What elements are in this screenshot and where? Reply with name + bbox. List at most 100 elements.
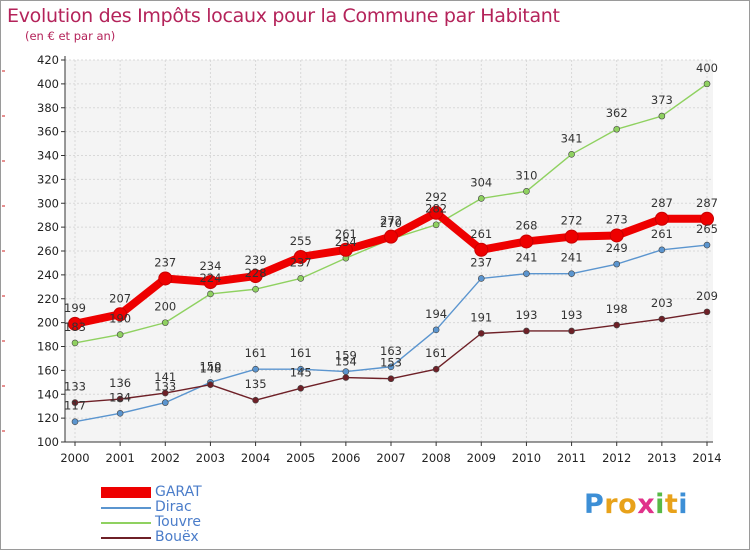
data-label-bouëx: 193 bbox=[561, 308, 583, 322]
y-tick-label: 300 bbox=[37, 196, 59, 210]
x-tick-label: 2014 bbox=[692, 451, 721, 465]
data-label-bouëx: 203 bbox=[651, 296, 673, 310]
data-point-garat bbox=[429, 205, 444, 220]
data-point-garat bbox=[113, 307, 128, 322]
data-label-garat: 199 bbox=[64, 301, 86, 315]
data-label-dirac: 161 bbox=[245, 346, 267, 360]
data-label-bouëx: 141 bbox=[154, 370, 176, 384]
data-label-touvre: 310 bbox=[515, 168, 537, 182]
data-label-touvre: 224 bbox=[199, 271, 221, 285]
data-label-garat: 261 bbox=[335, 227, 357, 241]
data-point-touvre bbox=[297, 275, 305, 282]
data-point-touvre bbox=[207, 290, 214, 298]
data-label-dirac: 163 bbox=[380, 344, 402, 358]
data-label-garat: 273 bbox=[606, 212, 628, 226]
legend-label-dirac: Dirac bbox=[155, 499, 192, 515]
y-tick-label: 280 bbox=[37, 220, 59, 234]
data-point-touvre bbox=[432, 221, 440, 229]
x-tick-label: 2005 bbox=[286, 451, 315, 465]
data-point-garat bbox=[248, 269, 263, 284]
y-tick-label: 380 bbox=[37, 101, 59, 115]
data-label-touvre: 362 bbox=[606, 106, 628, 120]
legend-label-bouex: Bouëx bbox=[155, 529, 199, 545]
y-tick-label: 160 bbox=[37, 363, 59, 377]
legend-label-garat: GARAT bbox=[155, 484, 202, 500]
data-label-garat: 255 bbox=[290, 234, 312, 248]
data-point-bouëx bbox=[297, 384, 305, 392]
data-label-touvre: 270 bbox=[380, 216, 402, 230]
data-label-dirac: 159 bbox=[335, 349, 357, 363]
data-point-dirac bbox=[71, 418, 79, 426]
data-label-touvre: 200 bbox=[154, 300, 176, 314]
y-tick-label: 100 bbox=[37, 435, 59, 449]
x-tick-label: 2003 bbox=[196, 451, 225, 465]
data-point-touvre bbox=[477, 195, 485, 202]
data-label-dirac: 265 bbox=[696, 222, 718, 236]
data-label-dirac: 261 bbox=[651, 227, 673, 241]
data-point-garat bbox=[700, 211, 714, 226]
data-label-garat: 272 bbox=[380, 214, 402, 228]
x-tick-label: 2011 bbox=[557, 451, 586, 465]
y-tick-label: 240 bbox=[37, 268, 59, 282]
data-label-dirac: 117 bbox=[64, 399, 86, 413]
x-tick-label: 2009 bbox=[467, 451, 496, 465]
data-label-garat: 239 bbox=[245, 253, 267, 267]
data-label-bouëx: 136 bbox=[109, 376, 131, 390]
data-label-touvre: 190 bbox=[109, 312, 131, 326]
x-tick-label: 2013 bbox=[647, 451, 676, 465]
y-tick-label: 220 bbox=[37, 292, 59, 306]
data-label-dirac: 161 bbox=[290, 346, 312, 360]
legend-swatch-garat bbox=[101, 487, 151, 498]
data-point-bouëx bbox=[703, 308, 711, 316]
legend-swatch-bouex bbox=[101, 537, 151, 539]
data-label-touvre: 237 bbox=[290, 255, 312, 269]
data-point-bouëx bbox=[613, 321, 621, 329]
data-point-dirac bbox=[477, 275, 485, 282]
y-tick-label: 200 bbox=[37, 316, 59, 330]
x-tick-label: 2004 bbox=[241, 451, 270, 465]
x-tick-label: 2001 bbox=[106, 451, 135, 465]
data-label-touvre: 282 bbox=[425, 202, 447, 216]
data-label-bouëx: 161 bbox=[425, 346, 447, 360]
y-tick-label: 180 bbox=[37, 340, 59, 354]
logo-letter: t bbox=[664, 489, 679, 520]
legend-swatch-touvre bbox=[101, 522, 151, 524]
data-point-bouëx bbox=[658, 315, 666, 323]
data-point-dirac bbox=[613, 260, 621, 268]
data-label-bouëx: 154 bbox=[335, 355, 357, 369]
y-tick-label: 120 bbox=[37, 411, 59, 425]
data-point-touvre bbox=[613, 125, 621, 133]
data-point-bouëx bbox=[252, 396, 259, 404]
data-point-touvre bbox=[116, 331, 124, 338]
y-tick-label: 360 bbox=[37, 125, 59, 139]
x-tick-label: 2007 bbox=[376, 451, 405, 465]
y-tick-label: 400 bbox=[37, 77, 59, 91]
logo-letter: r bbox=[604, 489, 619, 520]
data-label-dirac: 133 bbox=[154, 380, 176, 394]
data-point-bouëx bbox=[207, 381, 214, 389]
data-point-touvre bbox=[523, 188, 530, 195]
data-label-dirac: 237 bbox=[470, 255, 492, 269]
data-label-touvre: 304 bbox=[470, 175, 492, 189]
data-point-bouëx bbox=[523, 327, 530, 335]
data-point-touvre bbox=[658, 112, 666, 120]
data-point-bouëx bbox=[477, 330, 485, 337]
y-tick-label: 420 bbox=[37, 53, 59, 67]
data-point-garat bbox=[158, 271, 173, 286]
x-tick-label: 2000 bbox=[60, 451, 89, 465]
data-label-bouëx: 209 bbox=[696, 289, 718, 303]
data-label-garat: 261 bbox=[470, 227, 492, 241]
data-point-dirac bbox=[297, 365, 305, 373]
data-point-garat bbox=[519, 234, 534, 249]
data-label-touvre: 183 bbox=[64, 320, 86, 334]
data-label-garat: 272 bbox=[561, 214, 583, 228]
data-point-garat bbox=[68, 316, 82, 331]
x-tick-label: 2006 bbox=[331, 451, 360, 465]
data-point-garat bbox=[564, 229, 579, 244]
data-label-dirac: 194 bbox=[425, 307, 447, 321]
data-label-bouëx: 153 bbox=[380, 356, 402, 370]
data-label-touvre: 254 bbox=[335, 235, 357, 249]
data-point-dirac bbox=[252, 365, 259, 373]
data-point-dirac bbox=[568, 270, 575, 277]
